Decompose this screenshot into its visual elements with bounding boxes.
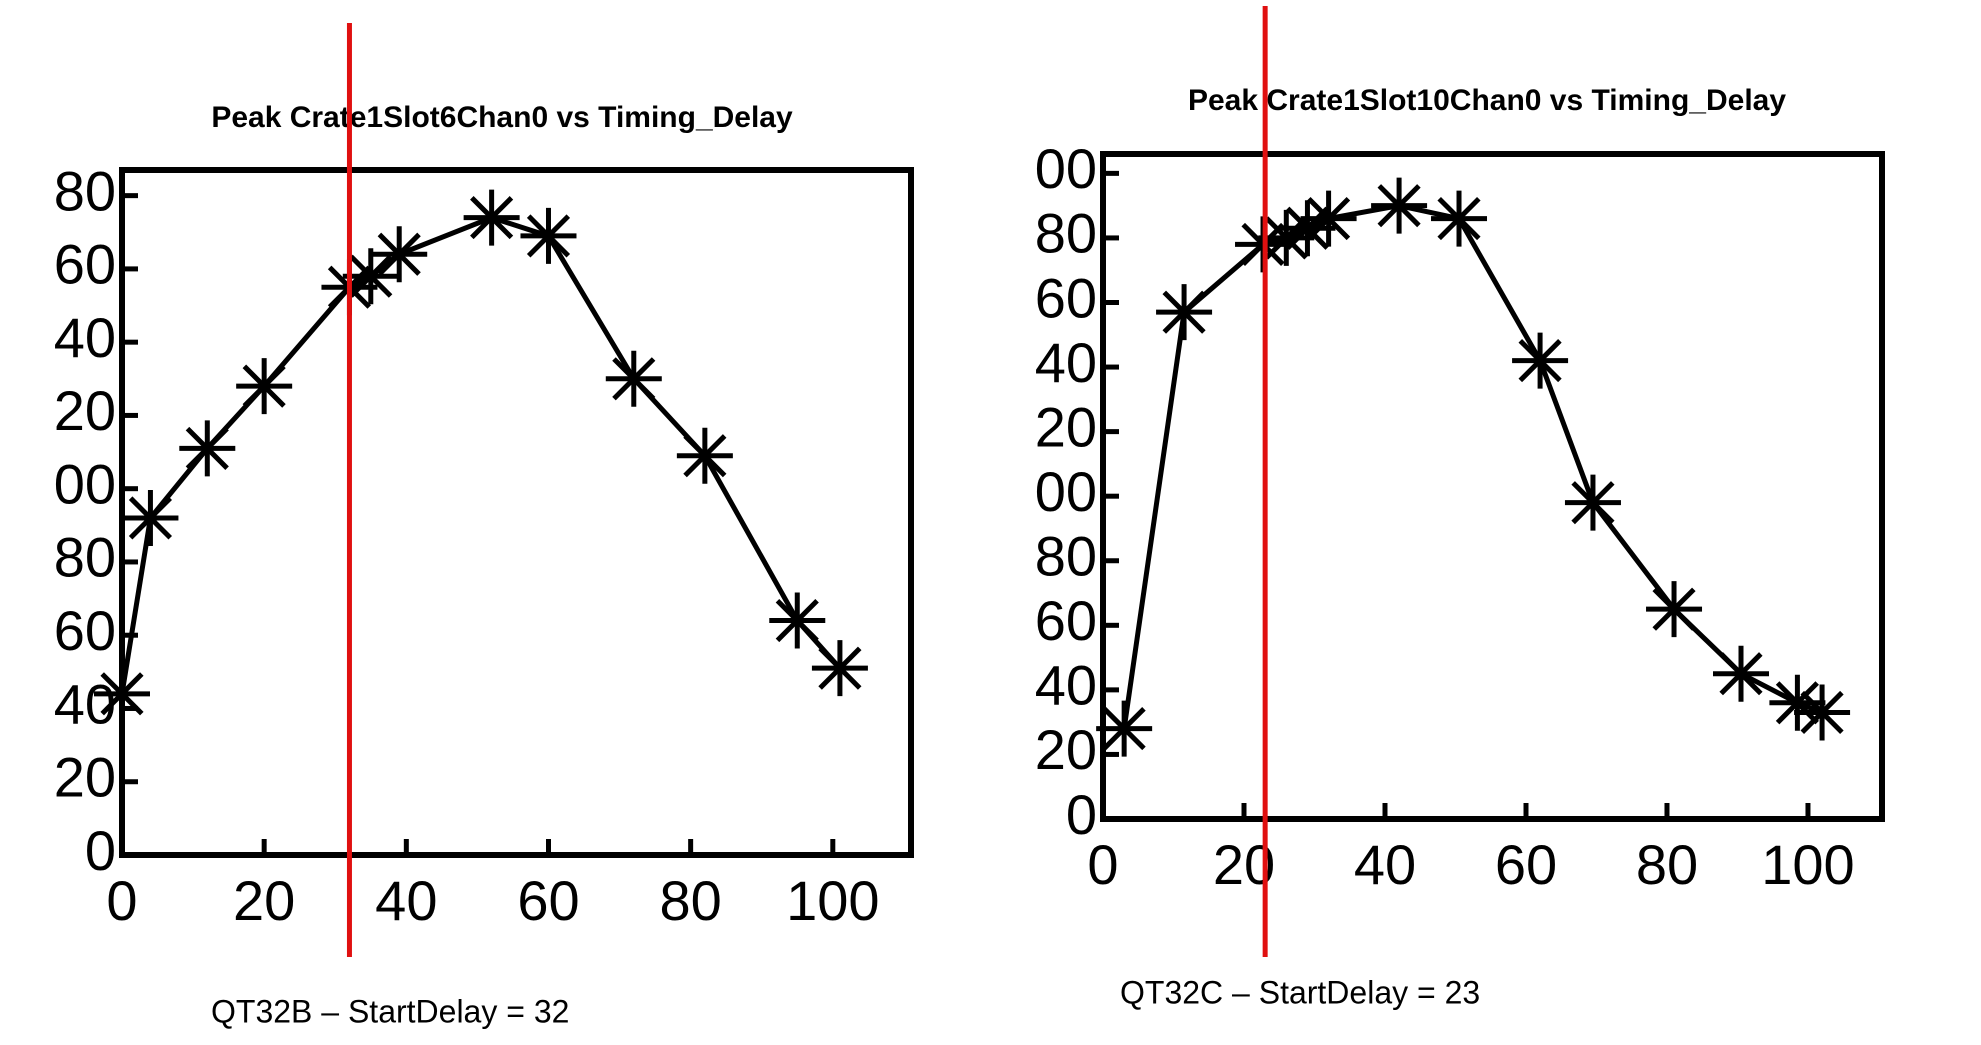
- marker-stroke: [128, 496, 172, 540]
- marker-stroke: [1800, 690, 1844, 735]
- y-tick-label: 00: [1035, 137, 1097, 200]
- asterisk-marker: [769, 592, 826, 649]
- asterisk-marker: [1713, 645, 1770, 702]
- asterisk-marker: [371, 226, 428, 283]
- y-tick-label: 0: [85, 819, 116, 882]
- y-tick-label: 20: [54, 379, 116, 442]
- marker-stroke: [1518, 339, 1562, 383]
- marker-stroke: [1775, 681, 1819, 725]
- caption: QT32C – StartDelay = 23: [1120, 974, 1480, 1010]
- asterisk-marker: [1564, 474, 1621, 531]
- asterisk-marker: [1769, 674, 1826, 731]
- y-tick-label: 80: [1035, 202, 1097, 265]
- y-tick-label: 00: [54, 452, 116, 515]
- asterisk-marker: [122, 489, 179, 546]
- asterisk-marker: [1646, 581, 1703, 638]
- marker-stroke: [242, 364, 286, 408]
- marker-stroke: [349, 254, 393, 298]
- asterisk-marker: [94, 665, 150, 722]
- asterisk-marker: [1794, 684, 1851, 741]
- marker-stroke: [1264, 216, 1308, 260]
- marker-stroke: [1162, 290, 1206, 334]
- y-tick-label: 40: [1035, 331, 1097, 394]
- marker-stroke: [1102, 707, 1146, 751]
- y-tick-label: 40: [1035, 654, 1097, 717]
- y-tick-label: 60: [54, 233, 116, 296]
- asterisk-marker: [1431, 190, 1488, 247]
- y-tick-label: 60: [54, 599, 116, 662]
- y-tick-label: 20: [54, 746, 116, 809]
- y-tick-label: 20: [1035, 395, 1097, 458]
- asterisk-marker: [676, 427, 733, 484]
- asterisk-marker: [1512, 332, 1569, 389]
- x-tick-label: 0: [106, 869, 137, 932]
- marker-stroke: [1437, 196, 1481, 241]
- marker-stroke: [526, 214, 571, 258]
- asterisk-marker: [463, 189, 520, 246]
- marker-stroke: [470, 196, 514, 240]
- y-tick-label: 40: [54, 306, 116, 369]
- marker-stroke: [612, 357, 656, 401]
- x-tick-label: 80: [1636, 833, 1698, 896]
- marker-stroke: [1285, 206, 1330, 250]
- asterisk-marker: [520, 207, 577, 264]
- caption: QT32B – StartDelay = 32: [211, 993, 569, 1029]
- marker-stroke: [185, 426, 229, 470]
- x-tick-label: 40: [1354, 833, 1416, 896]
- asterisk-marker: [236, 358, 293, 415]
- marker-stroke: [1571, 481, 1615, 525]
- x-tick-label: 60: [1495, 833, 1557, 896]
- asterisk-marker: [811, 640, 868, 697]
- asterisk-marker: [1096, 700, 1153, 757]
- y-tick-label: 0: [1066, 783, 1097, 846]
- y-tick-label: 80: [1035, 525, 1097, 588]
- asterisk-marker: [1300, 190, 1357, 247]
- y-tick-label: 80: [54, 159, 116, 222]
- y-tick-label: 40: [54, 672, 116, 735]
- y-tick-label: 60: [1035, 266, 1097, 329]
- marker-stroke: [1652, 587, 1696, 631]
- marker-stroke: [1719, 652, 1763, 696]
- x-tick-label: 20: [233, 869, 295, 932]
- x-tick-label: 100: [786, 869, 879, 932]
- y-tick-label: 00: [1035, 460, 1097, 523]
- asterisk-marker: [1156, 284, 1213, 341]
- marker-stroke: [377, 232, 421, 276]
- marker-stroke: [1377, 184, 1421, 228]
- plot-frame: [119, 167, 914, 858]
- x-tick-label: 60: [517, 869, 579, 932]
- chart-title: Peak Crate1Slot6Chan0 vs Timing_Delay: [211, 101, 793, 134]
- y-tick-label: 80: [54, 526, 116, 589]
- y-tick-label: 60: [1035, 589, 1097, 652]
- marker-stroke: [1307, 196, 1351, 241]
- x-tick-label: 100: [1761, 833, 1854, 896]
- marker-stroke: [818, 646, 862, 690]
- x-tick-label: 40: [375, 869, 437, 932]
- chart-title: Peak Crate1Slot10Chan0 vs Timing_Delay: [1188, 84, 1786, 117]
- plot-frame: [1100, 151, 1885, 822]
- asterisk-marker: [605, 350, 662, 407]
- marker-stroke: [683, 434, 727, 478]
- asterisk-marker: [342, 248, 399, 305]
- marker-stroke: [775, 598, 819, 643]
- x-tick-label: 80: [660, 869, 722, 932]
- x-tick-label: 0: [1087, 833, 1118, 896]
- asterisk-marker: [1371, 177, 1428, 234]
- asterisk-marker: [179, 420, 236, 477]
- data-line: [1121, 203, 1823, 729]
- y-tick-label: 20: [1035, 718, 1097, 781]
- marker-stroke: [100, 672, 144, 716]
